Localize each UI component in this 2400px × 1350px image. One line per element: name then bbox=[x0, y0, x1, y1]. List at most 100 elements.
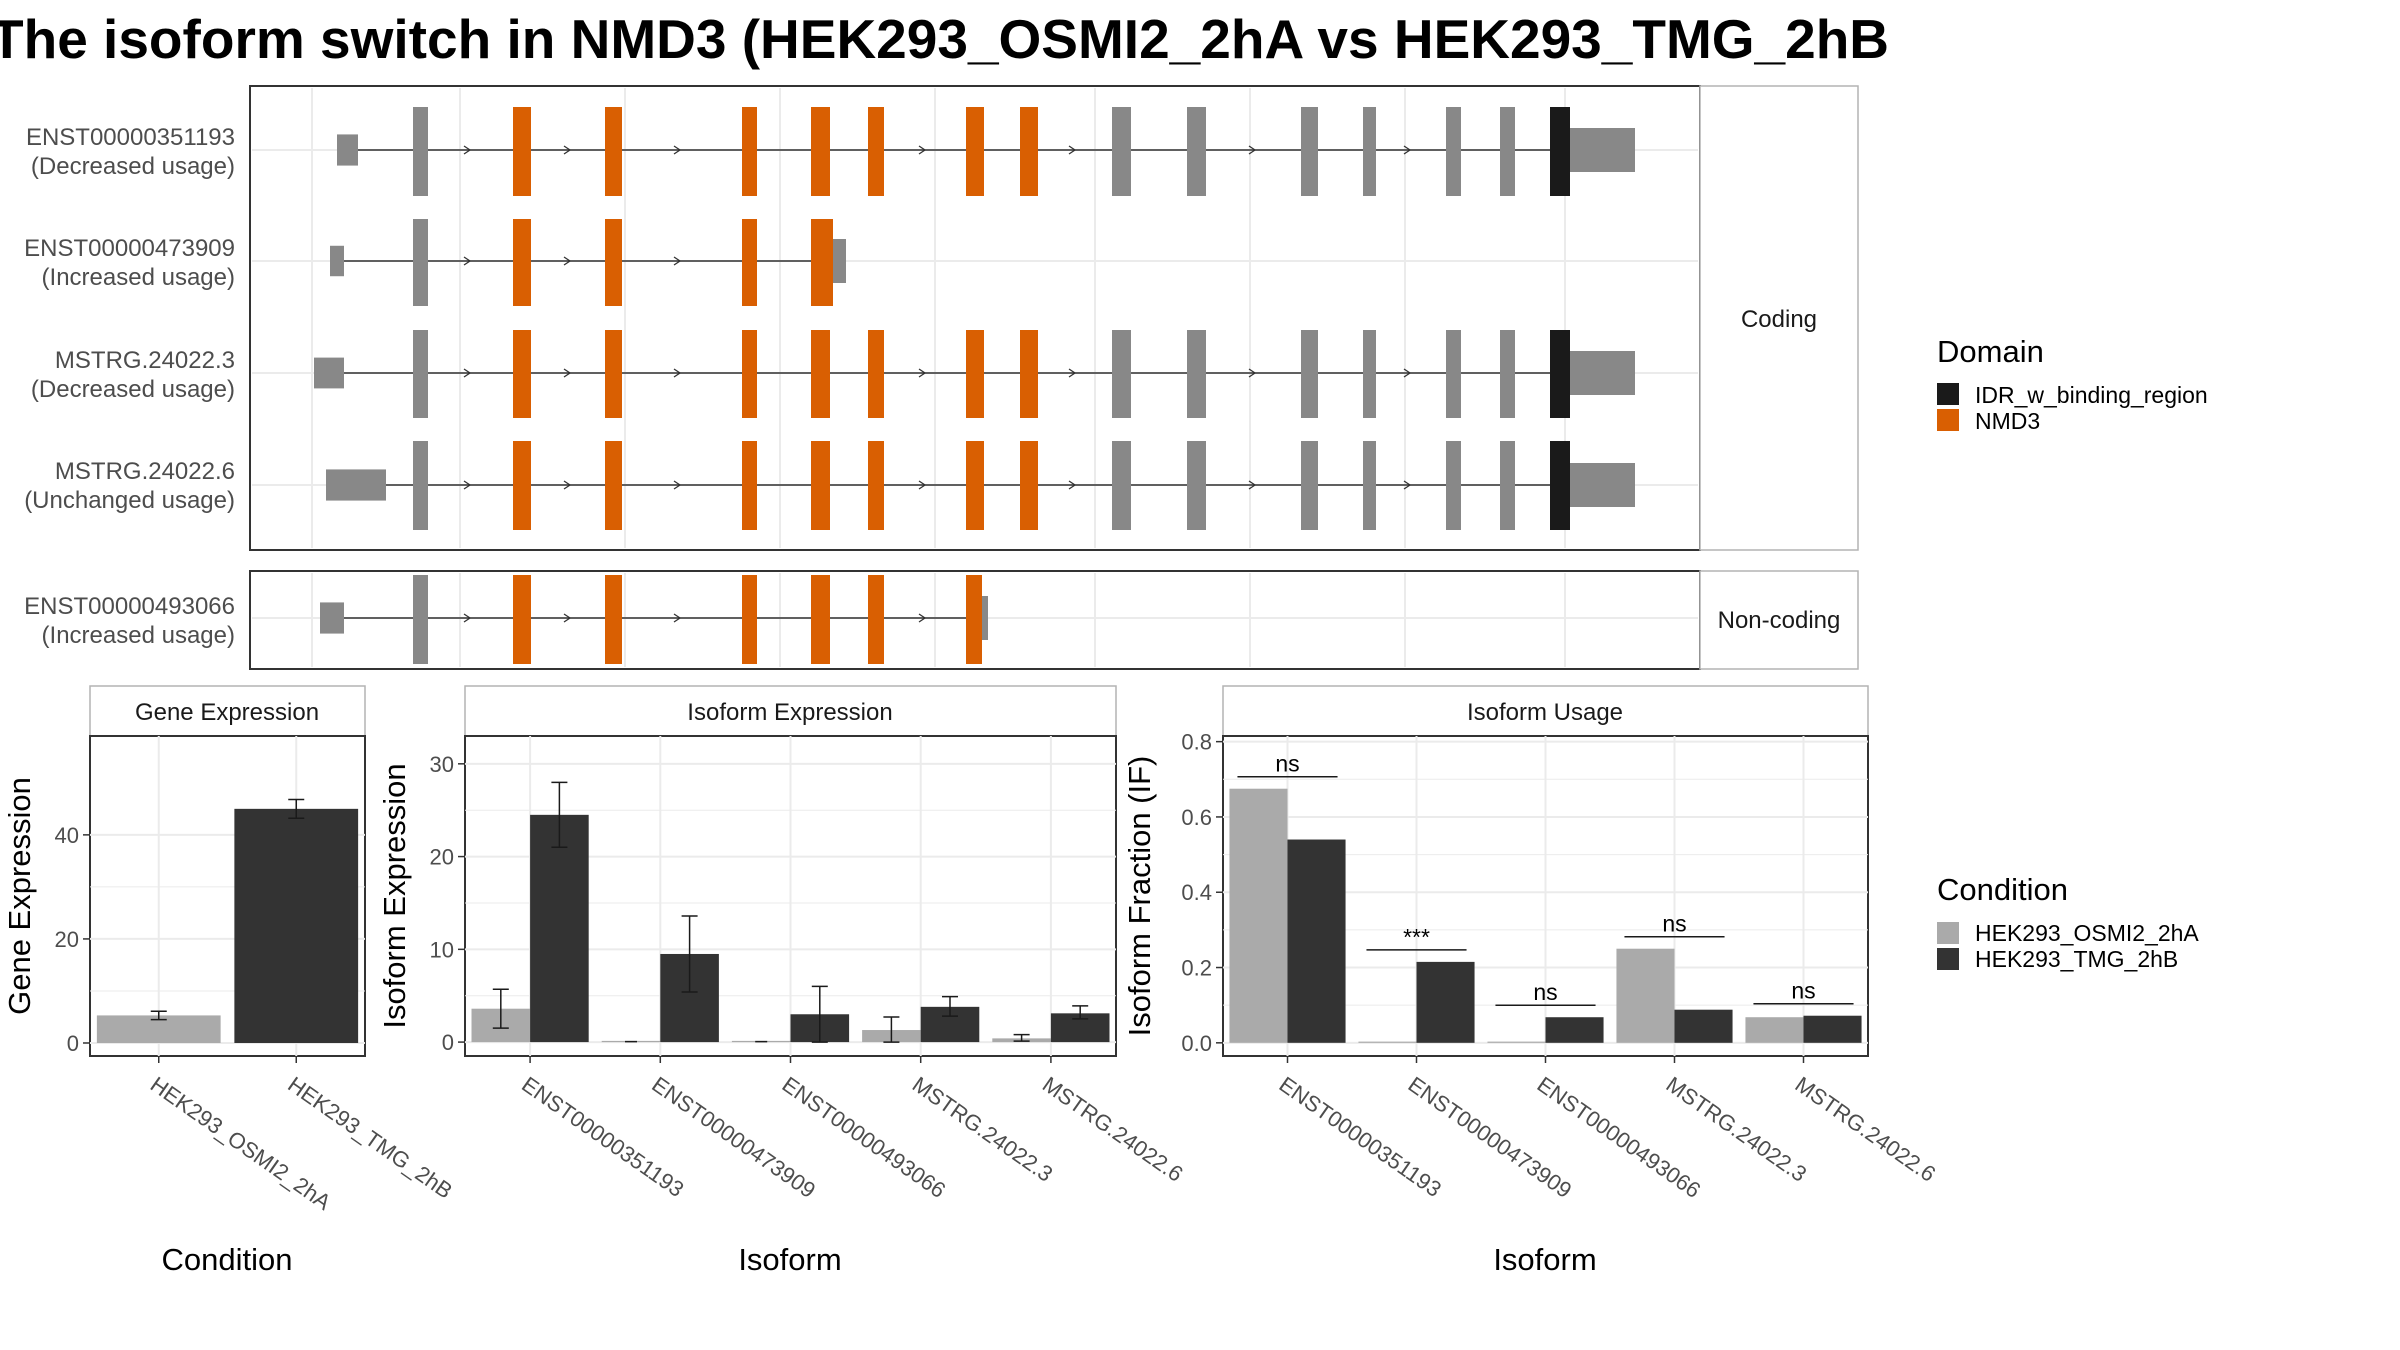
strand-arrow bbox=[1248, 368, 1257, 378]
coding-exon bbox=[1187, 441, 1206, 530]
domain-legend: Domain IDR_w_binding_region NMD3 bbox=[1937, 334, 2208, 434]
coding-exon bbox=[1446, 107, 1461, 196]
strand-arrow bbox=[918, 480, 927, 490]
coding-exon bbox=[1187, 107, 1206, 196]
y-tick-label: 0 bbox=[67, 1031, 79, 1056]
transcript-id-label: ENST00000351193 bbox=[26, 124, 235, 151]
y-tick-label: 0 bbox=[442, 1030, 454, 1055]
strand-arrow bbox=[1068, 480, 1077, 490]
y-tick-label: 20 bbox=[55, 927, 79, 952]
y-tick-label: 10 bbox=[430, 937, 454, 962]
coding-exon bbox=[1301, 107, 1318, 196]
legend-label-osmi2: HEK293_OSMI2_2hA bbox=[1975, 920, 2199, 946]
strand-arrow bbox=[463, 145, 472, 155]
significance-label: *** bbox=[1403, 924, 1430, 950]
y-tick-label: 0.2 bbox=[1181, 956, 1212, 981]
strand-arrow bbox=[918, 145, 927, 155]
isoform-usage-x-label: Isoform bbox=[1493, 1242, 1596, 1277]
coding-strip-label: Coding bbox=[1741, 306, 1817, 333]
coding-exon bbox=[1500, 330, 1515, 418]
bar bbox=[1287, 839, 1346, 1043]
nmd3-domain-exon bbox=[868, 107, 884, 196]
idr-domain-exon bbox=[1550, 441, 1570, 530]
strand-arrow bbox=[673, 613, 682, 623]
utr-exon bbox=[1570, 351, 1635, 395]
significance-label: ns bbox=[1533, 979, 1557, 1005]
coding-exon bbox=[1500, 107, 1515, 196]
strand-arrow bbox=[918, 613, 927, 623]
utr-exon bbox=[330, 245, 344, 277]
significance-label: ns bbox=[1662, 911, 1686, 937]
transcript-structure-panel: Coding Non-coding ENST00000351193 (Decre… bbox=[24, 85, 1859, 670]
transcript-usage-label: (Increased usage) bbox=[42, 622, 235, 649]
y-tick-label: 0.6 bbox=[1181, 805, 1212, 830]
transcript-id-label: ENST00000493066 bbox=[24, 593, 235, 620]
legend-label-tmg: HEK293_TMG_2hB bbox=[1975, 946, 2178, 972]
nmd3-domain-exon bbox=[966, 330, 984, 418]
nmd3-domain-exon bbox=[605, 575, 622, 664]
strand-arrow bbox=[918, 368, 927, 378]
y-tick-label: 30 bbox=[430, 752, 454, 777]
gene-expression-x-label: Condition bbox=[162, 1242, 293, 1277]
gene-expression-strip-label: Gene Expression bbox=[135, 699, 319, 726]
strand-arrow bbox=[673, 256, 682, 266]
x-tick-label: MSTRG.24022.6 bbox=[1038, 1072, 1188, 1187]
strand-arrow bbox=[463, 368, 472, 378]
utr-exon bbox=[320, 602, 344, 634]
utr-exon bbox=[982, 596, 988, 640]
idr-domain-exon bbox=[1550, 330, 1570, 418]
idr-domain-exon bbox=[1550, 107, 1570, 196]
significance-label: ns bbox=[1791, 978, 1815, 1004]
nmd3-domain-exon bbox=[742, 219, 757, 306]
nmd3-domain-exon bbox=[742, 575, 757, 664]
transcript-usage-label: (Increased usage) bbox=[42, 264, 235, 291]
coding-exon bbox=[1187, 330, 1206, 418]
coding-exon bbox=[1112, 330, 1131, 418]
strand-arrow bbox=[563, 145, 572, 155]
nmd3-domain-exon bbox=[868, 575, 884, 664]
nmd3-domain-exon bbox=[868, 330, 884, 418]
coding-exon bbox=[1363, 107, 1376, 196]
transcript-usage-label: (Decreased usage) bbox=[31, 153, 235, 180]
nmd3-domain-exon bbox=[605, 330, 622, 418]
strand-arrow bbox=[563, 480, 572, 490]
isoform-expression-panel: Isoform Expression 0102030ENST0000035119… bbox=[377, 685, 1188, 1277]
legend-swatch-idr bbox=[1937, 383, 1959, 405]
strand-arrow bbox=[463, 256, 472, 266]
isoform-usage-strip-label: Isoform Usage bbox=[1467, 699, 1623, 726]
nmd3-domain-exon bbox=[811, 107, 830, 196]
coding-exon bbox=[1446, 441, 1461, 530]
bar bbox=[1358, 1041, 1417, 1043]
significance-label: ns bbox=[1275, 751, 1299, 777]
nmd3-domain-exon bbox=[742, 107, 757, 196]
coding-exon bbox=[1112, 107, 1131, 196]
nmd3-domain-exon bbox=[605, 219, 622, 306]
coding-exon bbox=[413, 575, 428, 664]
strand-arrow bbox=[1068, 145, 1077, 155]
transcript-usage-label: (Decreased usage) bbox=[31, 376, 235, 403]
strand-arrow bbox=[563, 368, 572, 378]
strand-arrow bbox=[1068, 368, 1077, 378]
legend-label-idr: IDR_w_binding_region bbox=[1975, 382, 2208, 408]
y-tick-label: 0.4 bbox=[1181, 880, 1212, 905]
isoform-usage-y-label: Isoform Fraction (IF) bbox=[1122, 756, 1157, 1037]
nmd3-domain-exon bbox=[1020, 330, 1038, 418]
isoform-expression-y-label: Isoform Expression bbox=[377, 763, 412, 1028]
condition-legend: Condition HEK293_OSMI2_2hA HEK293_TMG_2h… bbox=[1937, 872, 2199, 972]
nmd3-domain-exon bbox=[811, 441, 830, 530]
bar bbox=[1229, 788, 1288, 1043]
strand-arrow bbox=[563, 256, 572, 266]
bar bbox=[1745, 1017, 1804, 1043]
y-tick-label: 0.8 bbox=[1181, 730, 1212, 755]
nmd3-domain-exon bbox=[868, 441, 884, 530]
isoform-expression-strip bbox=[464, 685, 1117, 737]
bar bbox=[1674, 1009, 1733, 1043]
bar bbox=[1487, 1041, 1546, 1043]
bar bbox=[1416, 961, 1475, 1043]
nmd3-domain-exon bbox=[513, 575, 531, 664]
nmd3-domain-exon bbox=[966, 107, 984, 196]
nmd3-domain-exon bbox=[966, 575, 982, 664]
nmd3-domain-exon bbox=[513, 441, 531, 530]
strand-arrow bbox=[463, 613, 472, 623]
